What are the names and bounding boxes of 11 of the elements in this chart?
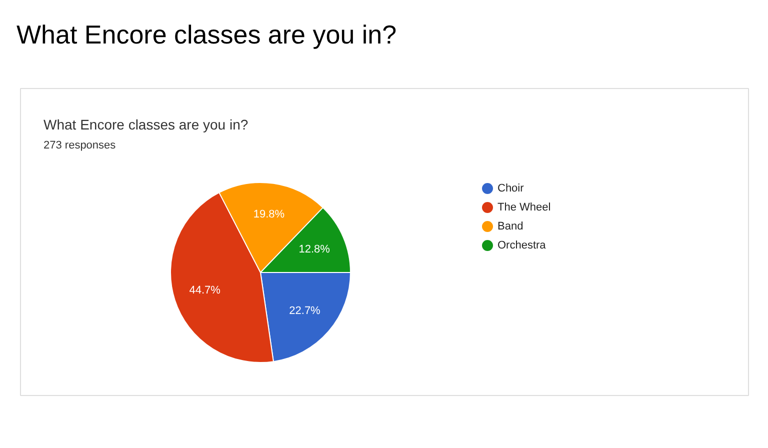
text: What Encore classes are you in? (16, 20, 397, 50)
chart-title: What Encore classes are you in? (44, 116, 248, 132)
data-label: 22.7% (289, 304, 321, 317)
legend-label: Choir (498, 182, 524, 194)
legend-label: Band (498, 220, 524, 232)
text: 273 responses (44, 140, 116, 152)
data-label: 19.8% (253, 208, 285, 221)
legend-label: Orchestra (498, 240, 547, 252)
data-label: 12.8% (298, 244, 330, 256)
legend-label: The Wheel (498, 202, 551, 214)
data-label: 44.7% (189, 284, 221, 296)
